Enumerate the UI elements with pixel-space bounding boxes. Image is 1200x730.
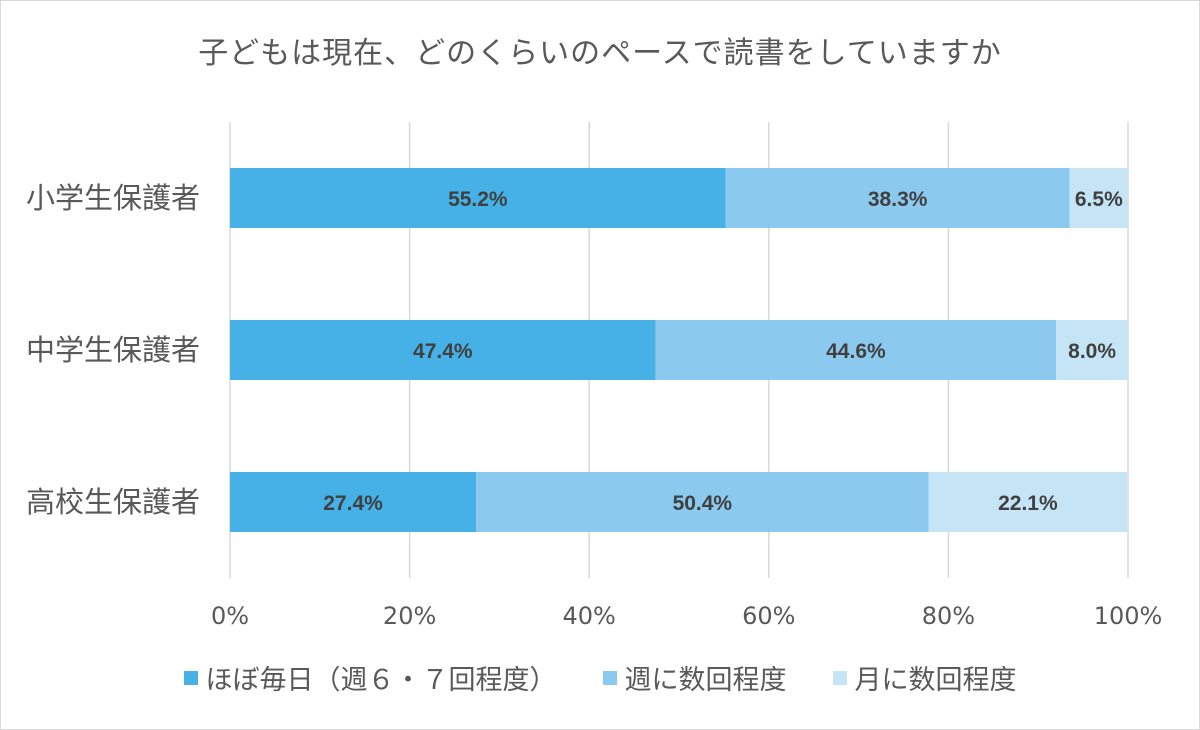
- x-tick-label: 80%: [922, 602, 975, 630]
- category-label: 小学生保護者: [26, 181, 200, 215]
- bar-segment: [476, 472, 929, 532]
- data-label: 8.0%: [1068, 340, 1116, 363]
- x-tick-label: 100%: [1094, 602, 1163, 630]
- legend-label-daily: ほぼ毎日（週６・７回程度）: [205, 665, 557, 696]
- legend-item-monthly: 月に数回程度: [832, 658, 1017, 697]
- bar-segment: [230, 168, 726, 228]
- x-tick-label: 60%: [742, 602, 795, 630]
- legend-swatch-monthly: [832, 670, 847, 685]
- data-label: 50.4%: [673, 492, 733, 515]
- legend-label-monthly: 月に数回程度: [854, 665, 1017, 696]
- legend-label-weekly: 週に数回程度: [624, 665, 787, 696]
- legend-swatch-weekly: [602, 670, 617, 685]
- bar-segment: [655, 320, 1057, 380]
- bar-segment: [1056, 320, 1128, 380]
- bar-segment: [230, 320, 656, 380]
- bar-segment: [1069, 168, 1128, 228]
- x-tick-label: 0%: [211, 602, 249, 630]
- legend: ほぼ毎日（週６・７回程度） 週に数回程度 月に数回程度: [0, 658, 1200, 697]
- legend-swatch-daily: [183, 670, 198, 685]
- x-tick-label: 20%: [383, 602, 436, 630]
- category-label: 中学生保護者: [26, 333, 200, 367]
- x-tick-label: 40%: [563, 602, 616, 630]
- data-label: 47.4%: [413, 340, 473, 363]
- data-label: 22.1%: [998, 492, 1058, 515]
- data-label: 27.4%: [323, 492, 383, 515]
- data-label: 55.2%: [448, 188, 508, 211]
- legend-item-weekly: 週に数回程度: [602, 658, 787, 697]
- bar-segment: [928, 472, 1128, 532]
- bar-segment: [725, 168, 1070, 228]
- data-label: 44.6%: [826, 340, 886, 363]
- bar-segment: [230, 472, 477, 532]
- data-label: 38.3%: [868, 188, 928, 211]
- legend-item-daily: ほぼ毎日（週６・７回程度）: [183, 658, 557, 697]
- category-label: 高校生保護者: [26, 485, 200, 519]
- chart-title: 子どもは現在、どのくらいのペースで読書をしていますか: [198, 36, 1002, 71]
- data-label: 6.5%: [1075, 188, 1123, 211]
